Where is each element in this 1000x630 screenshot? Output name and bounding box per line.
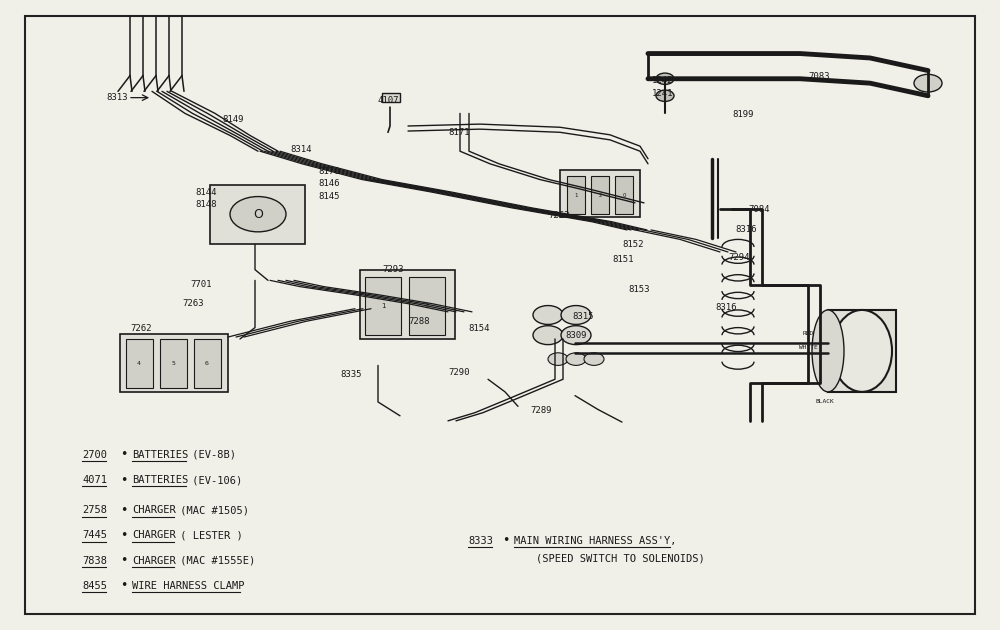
Circle shape <box>566 353 586 365</box>
Bar <box>409 277 445 335</box>
Circle shape <box>561 326 591 345</box>
Text: 8313: 8313 <box>106 93 128 102</box>
Text: 7262: 7262 <box>548 211 570 220</box>
FancyBboxPatch shape <box>560 170 640 217</box>
Text: 7290: 7290 <box>448 369 470 377</box>
Text: 7293: 7293 <box>382 265 404 274</box>
Text: 7289: 7289 <box>530 406 552 415</box>
Circle shape <box>914 74 942 92</box>
Text: 8152: 8152 <box>622 240 644 249</box>
Bar <box>828 310 896 392</box>
Circle shape <box>584 353 604 365</box>
Text: 4107: 4107 <box>378 96 400 105</box>
Text: (EV-8B): (EV-8B) <box>186 450 236 460</box>
Text: 8315: 8315 <box>572 312 594 321</box>
Text: 1241: 1241 <box>652 89 674 98</box>
Bar <box>615 176 633 214</box>
Text: 7288: 7288 <box>408 317 430 326</box>
Text: 8335: 8335 <box>340 370 362 379</box>
Text: CHARGER: CHARGER <box>132 505 176 515</box>
Text: MAIN WIRING HARNESS ASS'Y,: MAIN WIRING HARNESS ASS'Y, <box>514 536 676 546</box>
Text: 8170: 8170 <box>318 167 340 176</box>
Circle shape <box>656 73 674 84</box>
Text: 8455: 8455 <box>82 581 107 591</box>
Text: 7083: 7083 <box>808 72 830 81</box>
Text: •: • <box>120 474 127 486</box>
Text: 8154: 8154 <box>468 324 490 333</box>
Text: 7445: 7445 <box>82 530 107 541</box>
Text: 2: 2 <box>598 193 602 198</box>
Text: 7084: 7084 <box>748 205 770 214</box>
Circle shape <box>533 326 563 345</box>
Text: 2700: 2700 <box>82 450 107 460</box>
Text: •: • <box>120 449 127 461</box>
Text: 8314: 8314 <box>290 146 312 154</box>
Text: WIRE HARNESS CLAMP: WIRE HARNESS CLAMP <box>132 581 244 591</box>
Bar <box>160 339 187 388</box>
Text: (MAC #1505): (MAC #1505) <box>174 505 249 515</box>
Text: 8199: 8199 <box>732 110 754 119</box>
Text: •: • <box>120 529 127 542</box>
Text: 7294: 7294 <box>728 253 750 261</box>
Bar <box>126 339 153 388</box>
Text: ( LESTER ): ( LESTER ) <box>174 530 243 541</box>
Text: CHARGER: CHARGER <box>132 530 176 541</box>
Bar <box>382 93 400 102</box>
Text: O: O <box>253 208 263 220</box>
Circle shape <box>533 306 563 324</box>
Text: 8171: 8171 <box>448 128 470 137</box>
Text: 8148: 8148 <box>195 200 216 209</box>
Text: 6: 6 <box>205 361 209 366</box>
Text: BATTERIES: BATTERIES <box>132 475 188 485</box>
Text: 1: 1 <box>381 303 385 309</box>
Text: 0: 0 <box>622 193 626 198</box>
Bar <box>567 176 585 214</box>
Text: RED: RED <box>802 331 814 336</box>
Text: WHITE: WHITE <box>799 345 817 350</box>
Text: 8144: 8144 <box>195 188 216 197</box>
Text: 8316: 8316 <box>715 303 736 312</box>
Text: CHARGER: CHARGER <box>132 556 176 566</box>
Text: 8316: 8316 <box>735 226 757 234</box>
Ellipse shape <box>812 310 844 392</box>
Text: 2758: 2758 <box>82 505 107 515</box>
Text: BATTERIES: BATTERIES <box>132 450 188 460</box>
FancyBboxPatch shape <box>360 270 455 339</box>
Text: 8149: 8149 <box>222 115 244 124</box>
Text: 7701: 7701 <box>190 280 212 289</box>
Ellipse shape <box>832 310 892 392</box>
Text: 8309: 8309 <box>565 331 586 340</box>
Text: 8151: 8151 <box>612 255 634 264</box>
Text: •: • <box>120 504 127 517</box>
Text: (EV-106): (EV-106) <box>186 475 242 485</box>
Text: 4: 4 <box>137 361 141 366</box>
Circle shape <box>656 90 674 101</box>
Text: 4071: 4071 <box>82 475 107 485</box>
Circle shape <box>230 197 286 232</box>
Bar <box>591 176 609 214</box>
Text: 7838: 7838 <box>82 556 107 566</box>
FancyBboxPatch shape <box>210 185 305 244</box>
Circle shape <box>548 353 568 365</box>
Text: •: • <box>120 580 127 592</box>
Text: 7262: 7262 <box>130 324 152 333</box>
Text: •: • <box>120 554 127 567</box>
Bar <box>194 339 221 388</box>
Text: 8146: 8146 <box>318 180 340 188</box>
Text: 5: 5 <box>171 361 175 366</box>
Text: •: • <box>502 534 509 547</box>
Text: 8145: 8145 <box>318 192 340 201</box>
Circle shape <box>561 306 591 324</box>
Bar <box>365 277 401 335</box>
Text: (SPEED SWITCH TO SOLENOIDS): (SPEED SWITCH TO SOLENOIDS) <box>536 553 705 563</box>
FancyBboxPatch shape <box>120 334 228 392</box>
Text: 7263: 7263 <box>182 299 204 308</box>
Text: 8333: 8333 <box>468 536 493 546</box>
Text: (MAC #1555E): (MAC #1555E) <box>174 556 255 566</box>
Text: 1242: 1242 <box>652 76 674 85</box>
Text: 2: 2 <box>425 303 429 309</box>
Text: BLACK: BLACK <box>816 399 834 404</box>
Text: 1: 1 <box>574 193 578 198</box>
Text: 8153: 8153 <box>628 285 650 294</box>
